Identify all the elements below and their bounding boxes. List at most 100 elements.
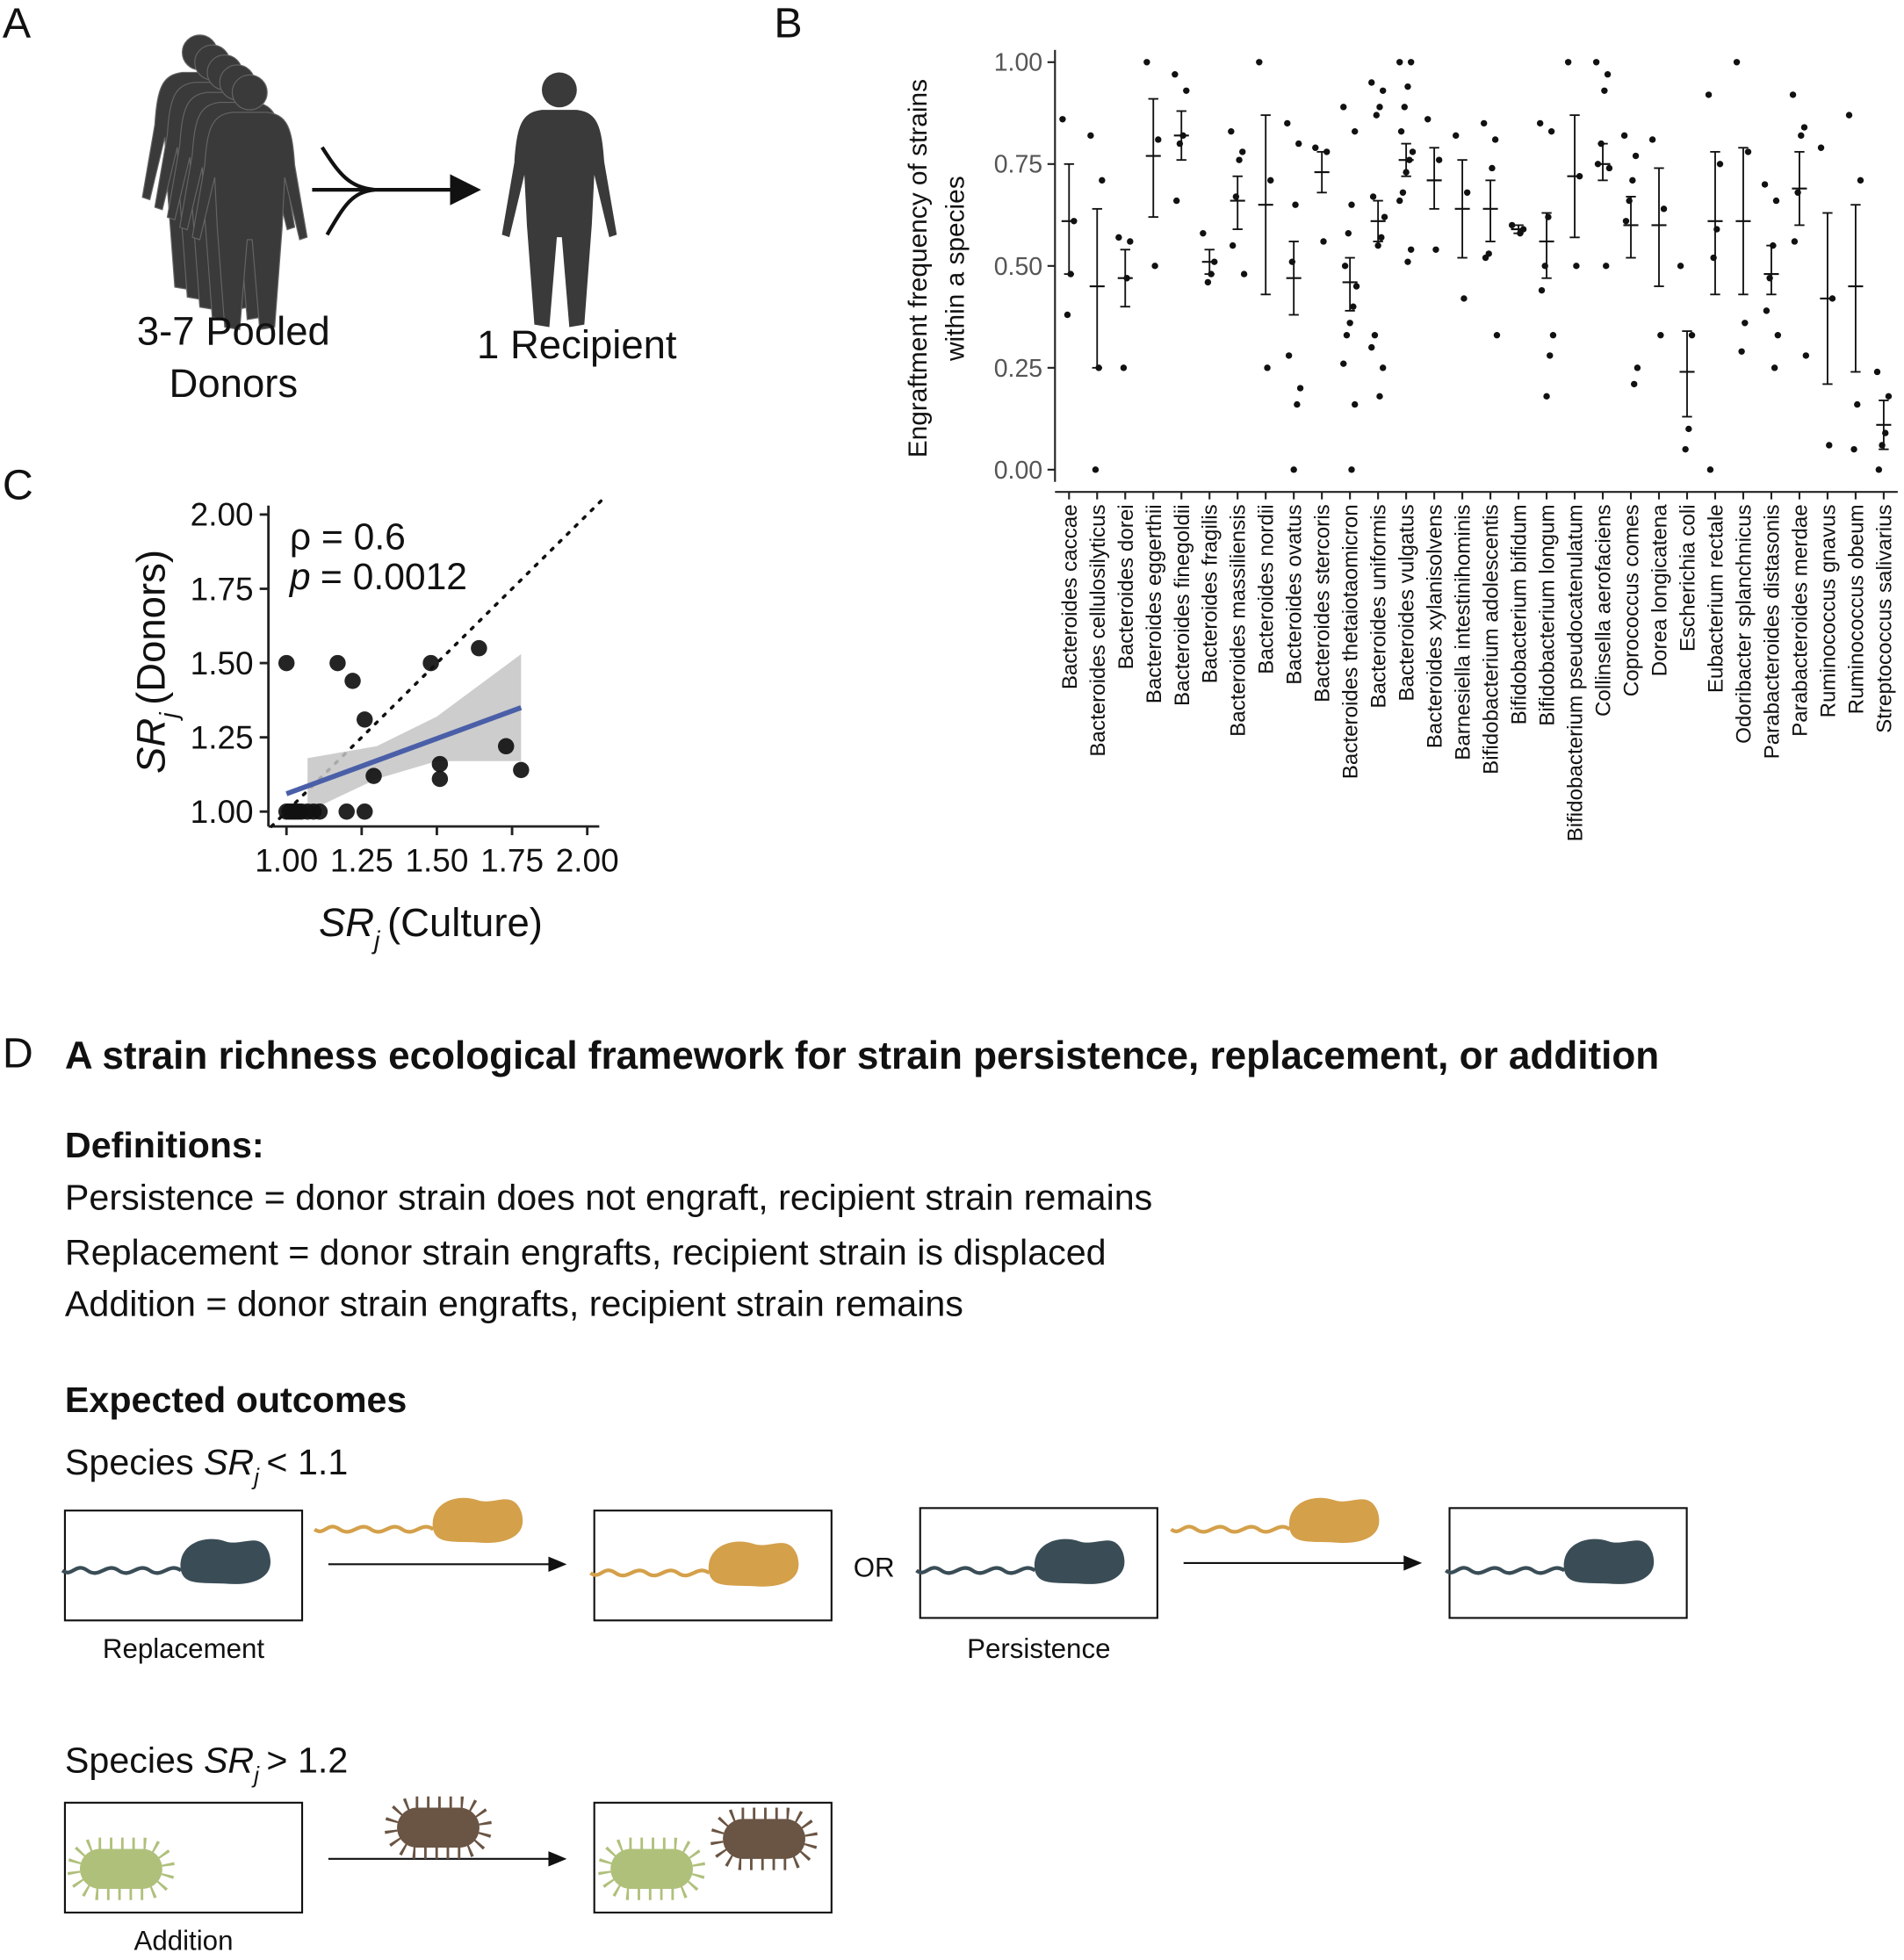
fit-line [285,705,523,796]
point [1285,352,1293,359]
y-tick-label: 0.25 [994,355,1042,383]
x-tick-label: Bacteroides ovatus [1283,504,1307,684]
point [1850,445,1857,453]
point [1713,226,1720,233]
panel-label: B [774,0,802,47]
point [1204,278,1212,286]
point [344,673,361,689]
y-tick-label: 1.00 [994,49,1042,77]
case-part: j [251,1763,260,1788]
point [1295,140,1302,148]
point [1351,127,1359,135]
point [357,711,373,728]
x-tick-label: 1.25 [330,842,393,878]
x-tick-label: Bacteroides finegoldii [1171,504,1194,706]
x-tick-label: Coprococcus comes [1620,504,1644,696]
label-part: j [155,712,184,722]
point [1648,136,1656,143]
donor-strain [314,1498,522,1542]
point [1351,400,1359,408]
x-tick-label: Bacteroides uniformis [1367,504,1391,708]
point [1716,161,1724,168]
y-axis-label: Engraftment frequency of strains [904,79,933,458]
x-tick-label: Parabacteroides merdae [1788,504,1812,737]
point [357,803,373,820]
point [1176,140,1184,148]
point [311,803,328,820]
donor-strain [1171,1498,1378,1542]
y-tick-label: 1.00 [191,794,254,830]
point [1682,445,1689,453]
point [1854,400,1861,408]
point [1802,352,1810,359]
x-tick-label: Bacteroides eggerthii [1143,504,1166,703]
point [1115,234,1122,241]
point [1229,241,1237,249]
x-tick-label: Bifidobacterium pseudocatenulatum [1564,504,1588,841]
label-part: (Culture) [387,900,543,945]
point [1744,148,1752,155]
point [1677,263,1684,270]
point [1350,303,1357,310]
point [329,654,346,672]
point [1493,332,1501,339]
point [1828,295,1836,302]
x-tick-label: Bacteroides cellulosilyticus [1086,504,1110,756]
heading: Definitions: [65,1125,264,1165]
point [1794,189,1801,196]
point [1800,124,1808,131]
point [1292,201,1299,208]
point [1763,307,1771,314]
point [1267,177,1274,184]
donors-label: Donors [169,361,299,406]
recipient-strain [62,1539,270,1583]
point [1172,197,1180,205]
point [1634,364,1641,371]
point [1771,364,1778,371]
point [1538,286,1546,294]
point [1143,59,1150,66]
point [1340,360,1347,367]
or-label: OR [854,1553,895,1583]
section-title: A strain richness ecological framework f… [65,1034,1659,1077]
point [1480,119,1488,127]
x-tick-label: Bifidobacterium longum [1536,504,1560,725]
box [1448,1507,1688,1619]
arrow-head [548,1851,567,1867]
point [1826,442,1833,449]
arrow-head [548,1556,567,1573]
point [1211,258,1218,265]
x-tick-label: Barnesiella intestinihominis [1452,504,1475,760]
donors-label: 3-7 Pooled [137,308,330,353]
point [1489,164,1496,172]
point [1378,234,1385,241]
scenario-label: Replacement [103,1633,265,1664]
point [1264,364,1271,371]
label-part: j [371,926,380,955]
case-part: > 1.2 [266,1740,348,1781]
annotation-part: p [288,556,311,598]
box [919,1507,1158,1619]
point [1603,263,1610,270]
x-tick-label: Parabacteroides distasonis [1760,504,1784,759]
panel-label: C [3,462,33,509]
label-part: (Donors) [129,550,174,705]
point [1406,156,1413,163]
point [1685,425,1692,433]
recipient-strain [74,1844,169,1894]
point [1200,230,1207,237]
point [1407,246,1415,253]
x-tick-label: Bacteroides vulgatus [1396,504,1419,701]
x-tick-label: 1.50 [405,842,468,878]
definition: Persistence = donor strain does not engr… [65,1178,1152,1218]
x-tick-label: 1.00 [255,842,318,878]
point [1312,144,1319,151]
point [1407,59,1415,66]
point [1208,270,1215,277]
point [1284,119,1291,127]
point [338,803,355,820]
point [1545,213,1552,220]
panel-label: D [3,1030,33,1077]
